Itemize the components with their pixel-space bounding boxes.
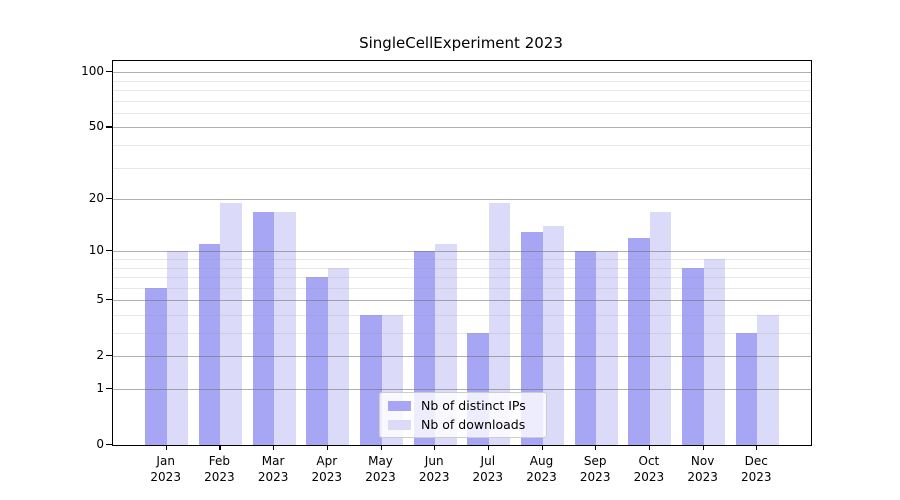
bars-layer: [113, 61, 811, 445]
y-tickmark-10: [106, 250, 112, 252]
y-tick-label-1: 1: [96, 381, 104, 395]
x-tickmark-jan: [165, 445, 167, 450]
x-tick-label-may: May 2023: [365, 454, 396, 484]
minor-gridline-3: [113, 333, 811, 334]
bar-downloads-jan: [166, 251, 189, 445]
y-tick-label-2: 2: [96, 348, 104, 363]
x-tick-label-sep: Sep 2023: [579, 454, 611, 484]
y-tickmark-5: [106, 299, 112, 301]
bar-ips-jan: [145, 287, 167, 445]
minor-gridline-60: [113, 112, 811, 114]
x-tickmark-sep: [595, 445, 597, 450]
minor-gridline-7: [113, 277, 811, 278]
bar-downloads-aug: [542, 226, 564, 445]
minor-gridline-70: [113, 100, 811, 102]
minor-gridline-6: [113, 287, 811, 289]
bar-ips-aug: [521, 231, 543, 445]
major-gridline-10: [113, 251, 811, 253]
minor-gridline-4: [113, 315, 811, 316]
bar-ips-oct: [628, 237, 650, 445]
bar-downloads-nov: [703, 259, 726, 445]
y-tick-label-10: 10: [88, 243, 104, 258]
minor-gridline-30: [113, 167, 811, 169]
y-tickmark-0: [106, 444, 112, 446]
y-tickmark-20: [106, 198, 112, 200]
x-tickmark-jul: [487, 445, 489, 450]
legend-swatch-downloads: [388, 419, 411, 430]
bar-ips-nov: [682, 267, 704, 445]
gridlines-layer: [113, 61, 811, 445]
legend: Nb of distinct IPs Nb of downloads: [379, 392, 547, 438]
x-tick-label-nov: Nov 2023: [687, 454, 718, 484]
major-gridline-100: [113, 72, 811, 74]
bar-downloads-sep: [596, 251, 618, 445]
x-tickmark-mar: [273, 445, 275, 450]
minor-gridline-90: [113, 80, 811, 82]
minor-gridline-80: [113, 90, 811, 91]
x-tickmark-aug: [541, 445, 543, 450]
bar-downloads-apr: [327, 267, 350, 445]
major-gridline-1: [113, 389, 811, 390]
bar-ips-mar: [252, 211, 275, 445]
y-tick-label-100: 100: [81, 64, 104, 79]
y-tickmark-2: [106, 355, 112, 357]
y-tick-label-20: 20: [88, 191, 104, 206]
bar-downloads-jul: [488, 203, 511, 445]
bar-ips-may: [360, 315, 382, 445]
minor-gridline-40: [113, 145, 811, 146]
bar-ips-sep: [574, 251, 597, 445]
bar-downloads-dec: [757, 315, 779, 445]
y-tick-label-50: 50: [88, 119, 104, 134]
x-tickmark-oct: [648, 445, 651, 450]
y-tickmark-50: [106, 126, 112, 128]
major-gridline-2: [113, 356, 811, 358]
legend-label-downloads: Nb of downloads: [421, 417, 526, 432]
bar-downloads-mar: [274, 211, 296, 445]
bar-downloads-feb: [220, 203, 242, 445]
major-gridline-5: [113, 300, 811, 302]
x-tick-label-jul: Jul 2023: [472, 454, 504, 484]
bar-downloads-oct: [649, 211, 672, 445]
x-tickmark-apr: [326, 445, 328, 450]
bar-ips-feb: [198, 244, 221, 445]
minor-gridline-9: [113, 259, 811, 260]
x-tick-label-dec: Dec 2023: [741, 454, 772, 484]
legend-item-downloads: Nb of downloads: [380, 417, 546, 432]
x-tickmark-feb: [219, 445, 221, 450]
x-tickmark-jun: [434, 445, 436, 450]
x-tick-label-feb: Feb 2023: [204, 454, 235, 484]
y-tickmark-1: [106, 388, 112, 390]
major-gridline-50: [113, 127, 811, 129]
legend-swatch-distinct-ips: [388, 400, 411, 411]
bar-ips-apr: [306, 277, 328, 445]
x-tick-label-oct: Oct 2023: [633, 454, 665, 484]
major-gridline-20: [113, 199, 811, 201]
legend-label-distinct-ips: Nb of distinct IPs: [421, 398, 526, 413]
x-tick-label-mar: Mar 2023: [257, 454, 289, 484]
x-tick-label-aug: Aug 2023: [526, 454, 557, 484]
y-tickmark-100: [106, 71, 112, 73]
chart-title: SingleCellExperiment 2023: [359, 34, 563, 52]
x-tickmark-may: [380, 445, 382, 450]
x-tickmark-dec: [756, 445, 758, 450]
x-tick-label-apr: Apr 2023: [311, 454, 343, 484]
plot-area: Nb of distinct IPs Nb of downloads: [112, 60, 812, 446]
minor-gridline-8: [113, 267, 811, 269]
y-tick-label-5: 5: [96, 292, 104, 307]
x-tickmark-nov: [702, 445, 704, 450]
x-tick-label-jun: Jun 2023: [418, 454, 450, 484]
x-tick-label-jan: Jan 2023: [150, 454, 181, 484]
legend-item-distinct-ips: Nb of distinct IPs: [380, 398, 546, 413]
y-tick-label-0: 0: [96, 437, 104, 451]
